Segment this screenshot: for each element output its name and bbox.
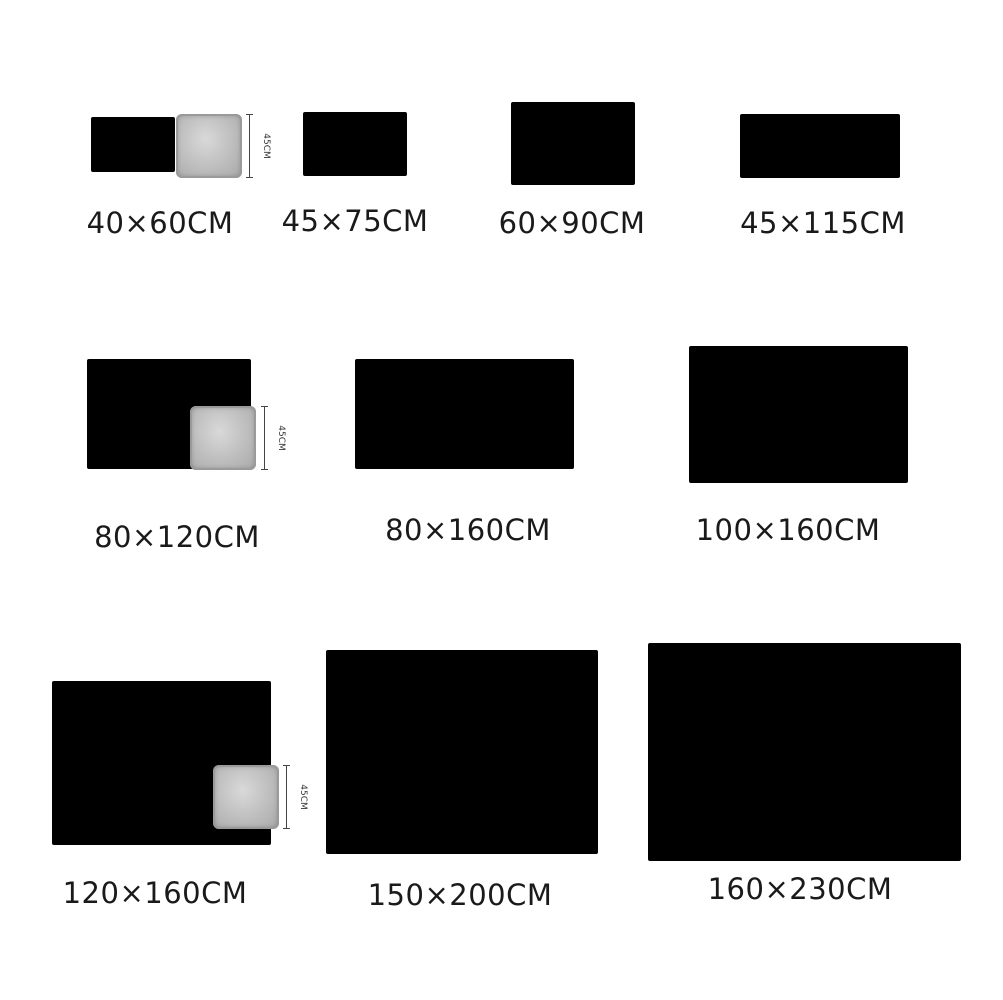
size-label-40x60: 40×60CM	[86, 206, 234, 240]
pillow-reference	[176, 114, 242, 178]
pillow-dimension-marker: 45CM	[283, 765, 308, 829]
size-label-120x160: 120×160CM	[62, 876, 248, 910]
rug-150x200	[326, 650, 598, 854]
size-label-80x160: 80×160CM	[385, 513, 551, 547]
size-label-100x160: 100×160CM	[695, 513, 881, 547]
pillow-dimension-label: 45CM	[297, 784, 308, 810]
rug-45x115	[740, 114, 900, 178]
pillow-reference	[190, 406, 256, 470]
rug-80x160	[355, 359, 574, 469]
rug-40x60	[91, 117, 175, 172]
pillow-dimension-label: 45CM	[260, 133, 271, 159]
pillow-dimension-marker: 45CM	[261, 406, 286, 470]
size-label-160x230: 160×230CM	[707, 872, 893, 906]
size-label-60x90: 60×90CM	[498, 206, 646, 240]
size-label-150x200: 150×200CM	[367, 878, 553, 912]
rug-60x90	[511, 102, 635, 185]
rug-100x160	[689, 346, 908, 483]
rug-45x75	[303, 112, 407, 176]
size-label-45x115: 45×115CM	[740, 206, 906, 240]
pillow-reference	[213, 765, 279, 829]
pillow-dimension-marker: 45CM	[246, 114, 271, 178]
size-label-45x75: 45×75CM	[281, 204, 429, 238]
size-label-80x120: 80×120CM	[94, 520, 260, 554]
pillow-dimension-label: 45CM	[275, 425, 286, 451]
rug-160x230	[648, 643, 961, 861]
